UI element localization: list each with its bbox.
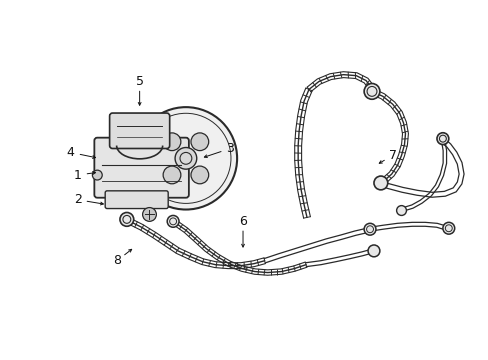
Text: 2: 2 (74, 193, 81, 206)
Text: 6: 6 (239, 215, 246, 228)
Circle shape (175, 148, 196, 169)
Text: 1: 1 (74, 168, 81, 181)
Text: 3: 3 (226, 142, 234, 155)
FancyBboxPatch shape (109, 113, 169, 148)
Circle shape (442, 222, 454, 234)
Circle shape (191, 166, 208, 184)
Circle shape (163, 166, 181, 184)
FancyBboxPatch shape (94, 138, 188, 198)
Text: 7: 7 (388, 149, 396, 162)
Circle shape (142, 208, 156, 221)
Circle shape (120, 212, 133, 226)
Circle shape (135, 107, 237, 210)
Circle shape (367, 245, 379, 257)
Circle shape (191, 133, 208, 150)
Circle shape (364, 223, 375, 235)
Circle shape (396, 206, 406, 215)
Circle shape (92, 170, 102, 180)
Circle shape (364, 84, 379, 99)
Circle shape (436, 133, 448, 145)
Text: 8: 8 (113, 254, 121, 267)
Circle shape (373, 176, 387, 190)
Text: 4: 4 (67, 146, 75, 159)
Circle shape (163, 133, 181, 150)
Circle shape (167, 215, 179, 227)
FancyBboxPatch shape (105, 191, 168, 208)
Text: 5: 5 (135, 75, 143, 88)
